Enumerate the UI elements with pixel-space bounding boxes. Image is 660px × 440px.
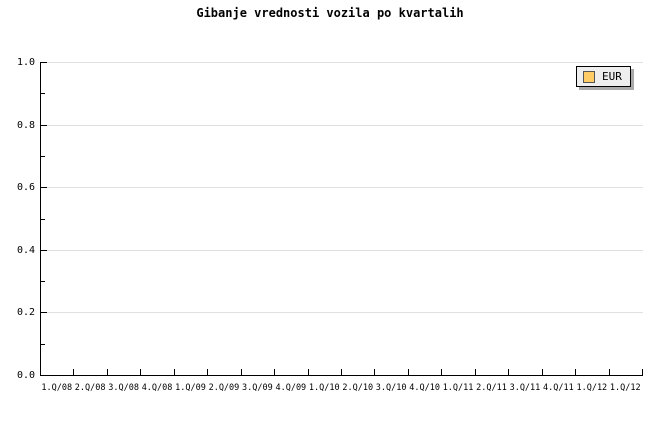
x-tick-14	[508, 369, 509, 375]
x-tick-11	[408, 369, 409, 375]
chart-title: Gibanje vrednosti vozila po kvartalih	[196, 6, 464, 20]
y-tick-1.0	[41, 62, 47, 63]
y-tick-label-0.4: 0.4	[16, 245, 35, 256]
x-tick-13	[475, 369, 476, 375]
x-tick-label-9: 1.Q/10	[308, 383, 340, 393]
x-tick-label-14: 2.Q/11	[476, 383, 507, 393]
x-tick-3	[140, 369, 141, 375]
legend-swatch-eur	[583, 70, 595, 83]
y-tick-0.6	[41, 187, 47, 188]
y-tick-0.8	[41, 125, 47, 126]
gridline-y-1.0	[41, 62, 643, 63]
x-tick-label-12: 4.Q/10	[409, 383, 440, 393]
y-tick-0.2	[41, 312, 47, 313]
y-tick-0.1	[41, 344, 45, 345]
x-tick-8	[308, 369, 309, 375]
x-tick-10	[374, 369, 375, 375]
y-tick-0.4	[41, 250, 47, 251]
x-tick-label-10: 2.Q/10	[342, 383, 374, 393]
x-tick-12	[441, 369, 442, 375]
x-tick-4	[174, 369, 175, 375]
x-tick-label-8: 4.Q/09	[275, 383, 307, 393]
x-tick-15	[542, 369, 543, 375]
y-tick-0.9	[41, 93, 45, 94]
x-tick-label-5: 1.Q/09	[175, 383, 206, 393]
x-tick-label-13: 1.Q/11	[442, 383, 474, 393]
y-tick-0.7	[41, 156, 45, 157]
x-tick-label-16: 4.Q/11	[543, 383, 574, 393]
x-tick-label-11: 3.Q/10	[375, 383, 407, 393]
x-tick-label-18: 1.Q/12	[609, 383, 641, 393]
gridline-y-0.2	[41, 312, 643, 313]
x-tick-label-2: 2.Q/08	[74, 383, 106, 393]
x-tick-1	[73, 369, 74, 375]
x-tick-label-7: 3.Q/09	[242, 383, 273, 393]
x-tick-9	[341, 369, 342, 375]
legend-label-eur: EUR	[602, 69, 622, 83]
y-tick-0.5	[41, 219, 45, 220]
y-tick-label-0.2: 0.2	[16, 307, 35, 318]
x-tick-label-4: 4.Q/08	[141, 383, 173, 393]
y-tick-label-1.0: 1.0	[16, 57, 35, 68]
x-tick-17	[609, 369, 610, 375]
x-tick-label-6: 2.Q/09	[208, 383, 240, 393]
legend: EUR	[576, 66, 631, 87]
x-tick-label-3: 3.Q/08	[108, 383, 139, 393]
x-tick-2	[107, 369, 108, 375]
x-tick-label-1: 1.Q/08	[41, 383, 73, 393]
x-tick-label-15: 3.Q/11	[509, 383, 541, 393]
gridline-y-0.8	[41, 125, 643, 126]
x-tick-7	[274, 369, 275, 375]
x-tick-label-17: 1.Q/12	[576, 383, 608, 393]
y-tick-label-0.0: 0.0	[16, 370, 35, 381]
y-tick-0.3	[41, 281, 45, 282]
x-tick-6	[241, 369, 242, 375]
gridline-y-0.4	[41, 250, 643, 251]
gridline-y-0.6	[41, 187, 643, 188]
x-tick-18	[642, 369, 643, 375]
y-tick-label-0.6: 0.6	[16, 182, 35, 193]
x-tick-16	[575, 369, 576, 375]
x-tick-5	[207, 369, 208, 375]
plot-area	[40, 62, 643, 376]
y-tick-label-0.8: 0.8	[16, 120, 35, 131]
